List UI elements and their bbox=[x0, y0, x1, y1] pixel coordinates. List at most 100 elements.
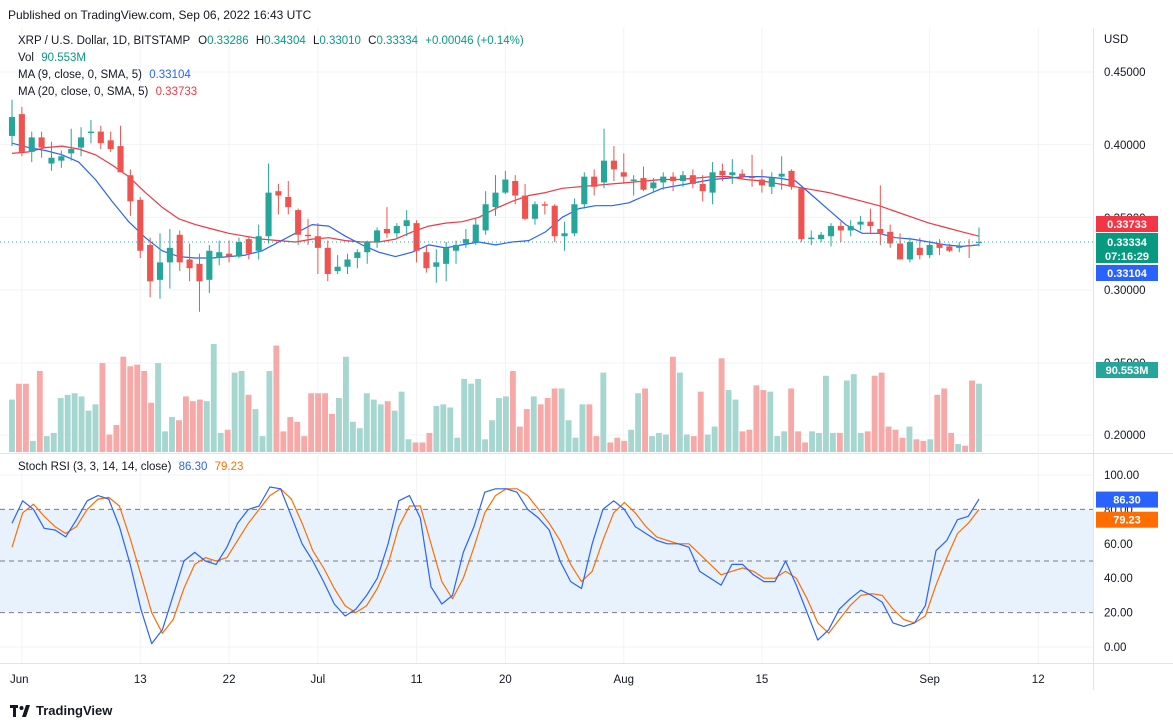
volume-bar bbox=[217, 432, 224, 452]
volume-bar bbox=[64, 394, 71, 452]
stoch-tick-label: 100.00 bbox=[1104, 470, 1139, 482]
volume-bar bbox=[642, 388, 649, 452]
candle-body bbox=[344, 259, 351, 267]
candle-body bbox=[660, 176, 667, 183]
volume-legend-value: 90.553M bbox=[41, 52, 86, 64]
tradingview-logo-icon bbox=[10, 704, 30, 717]
published-line: Published on TradingView.com, Sep 06, 20… bbox=[8, 8, 312, 22]
volume-bar bbox=[182, 396, 189, 452]
candle-body bbox=[640, 178, 647, 190]
volume-bar bbox=[377, 404, 384, 452]
ma20-legend: MA (20, close, 0, SMA, 5) 0.33733 bbox=[18, 86, 197, 98]
high-label: H bbox=[255, 35, 265, 47]
candle-body bbox=[87, 131, 94, 134]
volume-bar bbox=[99, 363, 106, 452]
candle-body bbox=[462, 239, 469, 244]
volume-bar bbox=[475, 378, 482, 452]
candle-body bbox=[975, 242, 983, 244]
candle-body bbox=[600, 160, 608, 183]
volume-bar bbox=[391, 410, 398, 452]
candle-body bbox=[966, 244, 973, 247]
volume-bar bbox=[71, 393, 78, 452]
candle-body bbox=[443, 247, 450, 264]
volume-bar bbox=[537, 404, 544, 452]
volume-bar bbox=[273, 345, 280, 452]
candle-body bbox=[531, 204, 539, 219]
volume-bar bbox=[266, 371, 273, 452]
candle-body bbox=[591, 176, 598, 187]
time-tick-label: 12 bbox=[1032, 674, 1045, 686]
volume-bar bbox=[593, 436, 600, 452]
candle-body bbox=[906, 242, 913, 260]
stoch-d-badge-bg bbox=[1096, 511, 1158, 528]
volume-bar bbox=[635, 393, 642, 452]
volume-bar bbox=[871, 375, 878, 452]
main-legend: XRP / U.S. Dollar, 1D, BITSTAMP O0.33286… bbox=[18, 35, 524, 47]
candle-body bbox=[551, 205, 558, 237]
ma20-price-badge: 0.33733 bbox=[1107, 219, 1147, 231]
volume-bar bbox=[433, 405, 440, 452]
volume-bar bbox=[690, 436, 697, 452]
volume-bar bbox=[405, 439, 412, 452]
volume-badge-bg bbox=[1096, 362, 1158, 378]
volume-bar bbox=[252, 409, 259, 452]
volume-bar bbox=[329, 413, 335, 452]
open-value: 0.33286 bbox=[207, 35, 249, 47]
stoch-k-badge-bg bbox=[1096, 491, 1158, 508]
volume-bar bbox=[544, 398, 551, 452]
candle-body bbox=[818, 234, 825, 240]
candle-body bbox=[176, 234, 183, 263]
candle-body bbox=[827, 226, 835, 237]
volume-bar bbox=[162, 431, 168, 452]
volume-bar bbox=[468, 383, 475, 452]
candle-body bbox=[364, 242, 371, 253]
candle-body bbox=[58, 156, 65, 161]
stoch-legend-label: Stoch RSI (3, 3, 14, 14, close) bbox=[18, 461, 172, 473]
candle-body bbox=[936, 243, 943, 248]
candle-body bbox=[48, 157, 55, 164]
volume-bar bbox=[711, 426, 718, 452]
close-price-badge: 0.33334 bbox=[1107, 237, 1148, 249]
candle-body bbox=[206, 250, 213, 280]
volume-bar bbox=[384, 401, 391, 452]
volume-bar bbox=[210, 344, 217, 452]
volume-bar bbox=[558, 388, 565, 452]
volume-bar bbox=[238, 371, 245, 452]
volume-bar bbox=[649, 436, 655, 452]
volume-bar bbox=[774, 436, 781, 452]
volume-bar bbox=[829, 432, 836, 452]
volume-bar bbox=[342, 356, 349, 452]
volume-bar bbox=[141, 371, 148, 452]
volume-bar bbox=[843, 380, 850, 452]
close-badge-bg bbox=[1096, 233, 1158, 263]
volume-bar bbox=[586, 404, 593, 452]
countdown-badge: 07:16:29 bbox=[1105, 251, 1149, 263]
volume-bar bbox=[301, 436, 308, 452]
time-tick-label: Aug bbox=[614, 674, 634, 686]
candle-body bbox=[699, 183, 706, 192]
volume-bar bbox=[447, 407, 454, 452]
volume-bar bbox=[962, 445, 969, 452]
volume-bar bbox=[676, 372, 683, 452]
time-tick-label: Jul bbox=[311, 674, 326, 686]
volume-bar bbox=[502, 396, 509, 452]
candle-body bbox=[166, 247, 173, 263]
candle-body bbox=[670, 176, 677, 181]
candle-body bbox=[887, 231, 894, 244]
volume-bar bbox=[29, 440, 36, 452]
candle-body bbox=[472, 224, 479, 243]
volume-bar bbox=[753, 385, 760, 452]
candle-body bbox=[374, 230, 381, 243]
brand: TradingView bbox=[10, 703, 112, 718]
candle-body bbox=[857, 221, 864, 225]
candle-body bbox=[748, 176, 756, 179]
stoch-d-value: 79.23 bbox=[214, 461, 244, 473]
volume-bar bbox=[419, 442, 426, 452]
symbol-label: XRP / U.S. Dollar, 1D, BITSTAMP bbox=[18, 35, 190, 47]
volume-bar bbox=[600, 372, 607, 452]
volume-legend-label: Vol bbox=[18, 52, 34, 64]
time-tick-label: 15 bbox=[756, 674, 769, 686]
candle-body bbox=[897, 243, 904, 260]
candle-body bbox=[285, 196, 292, 208]
